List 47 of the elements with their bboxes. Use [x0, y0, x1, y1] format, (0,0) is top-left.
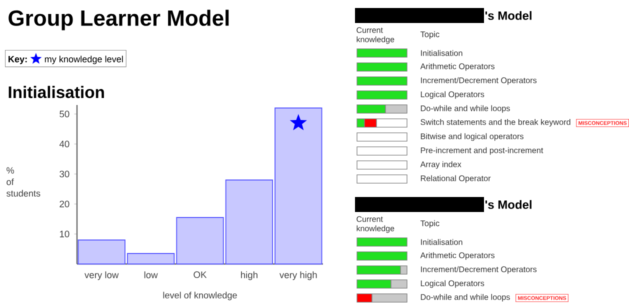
y-tick-label: Relational Operator: [420, 175, 491, 183]
y-tick-label: Initialisation: [421, 239, 462, 245]
bar: [356, 160, 408, 170]
y-tick-label: Do-while and while loops: [420, 294, 510, 302]
bar: [356, 174, 408, 184]
y-tick-label: Increment/Decrement Operators: [421, 77, 537, 85]
y-axis-title: Topic: [420, 31, 440, 39]
y-tick-label: 40: [59, 140, 70, 148]
bar: [356, 62, 408, 72]
bar: [356, 251, 408, 261]
x-axis-title: level of knowledge: [163, 292, 237, 300]
legend-title: Key:: [8, 56, 27, 64]
y-tick-label: 10: [60, 230, 70, 238]
bar: [356, 132, 408, 142]
x-tick-label: OK: [194, 271, 207, 278]
bar: [356, 48, 408, 58]
y-tick-label: 30: [60, 170, 70, 178]
y-tick-label: Bitwise and logical operators: [420, 133, 524, 141]
legend-label: my knowledge level: [44, 56, 123, 64]
y-tick-label: Initialisation: [421, 50, 462, 56]
text: 's Model: [485, 11, 532, 20]
y-tick-label: Increment/Decrement Operators: [421, 266, 537, 274]
bar: [356, 237, 408, 247]
y-tick-label: 20: [60, 200, 70, 208]
x-tick-label: low: [144, 271, 158, 278]
x-axis-title: Current knowledge: [356, 27, 394, 44]
y-tick-label: 50: [60, 110, 70, 118]
y-axis-title: % of students: [6, 167, 40, 197]
y-tick-label: Pre-increment and post-increment: [420, 147, 544, 155]
chart-subtitle: Initialisation: [8, 86, 104, 98]
x-axis-title: Current knowledge: [356, 216, 394, 233]
y-tick-label: Array index: [420, 161, 462, 169]
y-tick-label: Logical Operators: [420, 91, 484, 99]
bar: [356, 76, 408, 86]
y-tick-label: Arithmetic Operators: [420, 252, 495, 260]
chart-title: Group Learner Model: [8, 10, 229, 30]
y-tick-label: Arithmetic Operators: [420, 63, 495, 71]
bar: [356, 146, 408, 156]
bar: [356, 90, 408, 100]
y-tick-label: Do-while and while loops: [420, 105, 510, 113]
y-tick-label: Switch statements and the break keyword: [420, 118, 570, 127]
x-tick-label: very high: [280, 271, 317, 280]
x-tick-label: high: [241, 271, 258, 280]
y-axis-title: Topic: [420, 220, 440, 228]
x-tick-label: very low: [84, 271, 119, 280]
y-tick-label: Logical Operators: [420, 280, 484, 288]
text: 's Model: [485, 200, 532, 209]
